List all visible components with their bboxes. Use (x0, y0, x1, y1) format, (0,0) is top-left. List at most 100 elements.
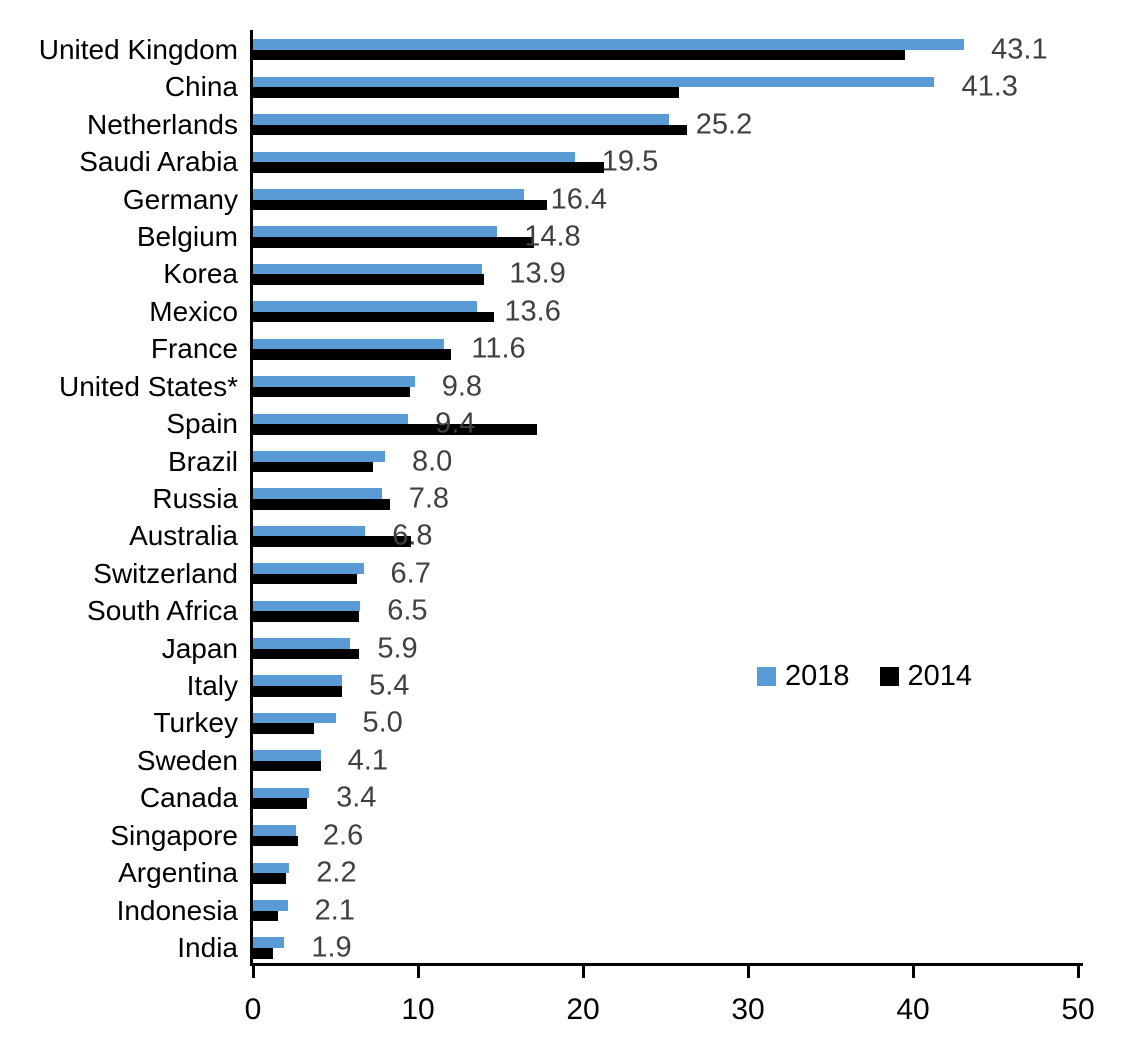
bar-2014 (253, 947, 273, 959)
bar-2018 (253, 825, 296, 836)
bar-2018 (253, 188, 524, 200)
value-label: 5.4 (369, 669, 410, 702)
bar-2018 (253, 712, 336, 724)
category-label: Netherlands (87, 108, 238, 140)
value-label: 13.9 (509, 257, 566, 290)
bar-2014 (253, 536, 412, 547)
bar-2014 (253, 686, 343, 697)
value-label: 13.6 (504, 295, 561, 328)
category-label: Mexico (149, 295, 238, 327)
bar-2014 (253, 835, 298, 847)
category-label: Japan (161, 632, 238, 664)
value-label: 6.7 (390, 557, 431, 590)
bar-2014 (253, 124, 687, 136)
category-label: Indonesia (116, 894, 238, 926)
category-label: Canada (139, 782, 238, 814)
category-label: Argentina (118, 857, 238, 889)
bar-2018 (253, 750, 321, 761)
bar-2014 (253, 461, 374, 473)
category-label: Brazil (167, 445, 238, 477)
value-label: 4.1 (347, 744, 388, 777)
bar-2018 (253, 226, 498, 237)
legend-label-2018: 2018 (785, 660, 850, 692)
bar-2014 (253, 424, 537, 435)
value-label: 41.3 (961, 70, 1018, 103)
bar-2018 (253, 488, 382, 499)
bar-2018 (253, 600, 361, 612)
value-label: 19.5 (601, 145, 659, 178)
bar-2014 (253, 573, 357, 585)
x-axis-tick-label: 40 (896, 993, 930, 1026)
category-label: India (177, 931, 238, 963)
bar-2014 (253, 798, 308, 809)
category-label: Italy (186, 670, 238, 702)
bar-2014 (253, 611, 359, 622)
bar-2018 (253, 937, 285, 948)
bar-2018 (253, 787, 310, 799)
legend-swatch-2018 (757, 667, 776, 686)
category-label: Switzerland (93, 557, 238, 589)
category-label: Belgium (136, 221, 238, 252)
bar-2018 (253, 39, 965, 50)
value-label: 43.1 (991, 33, 1048, 66)
value-label: 25.2 (695, 108, 753, 141)
bar-2014 (253, 162, 605, 173)
bar-2014 (253, 87, 679, 98)
value-label: 14.8 (524, 220, 581, 253)
value-label: 9.8 (441, 370, 483, 403)
category-label: Sweden (136, 744, 238, 776)
category-label: United Kingdom (38, 33, 238, 65)
x-axis-tick-label: 10 (401, 993, 435, 1026)
category-label: South Africa (87, 595, 238, 627)
legend: 2018 2014 (757, 660, 972, 693)
x-axis-tick (251, 966, 255, 978)
category-label: Russia (152, 482, 238, 514)
x-axis-tick-label: 20 (566, 993, 600, 1026)
bar-2018 (253, 151, 575, 163)
legend-swatch-2014 (879, 667, 899, 686)
value-label: 9.4 (435, 407, 476, 440)
bar-2018 (253, 76, 935, 88)
x-axis-tick (746, 966, 750, 978)
bar-2014 (253, 498, 390, 510)
bar-2018 (253, 263, 483, 275)
bar-2014 (253, 349, 451, 360)
bar-2014 (253, 648, 359, 660)
bar-2014 (253, 873, 286, 884)
bar-2018 (253, 638, 351, 649)
bar-2018 (253, 338, 445, 350)
category-label: Turkey (153, 707, 238, 739)
value-label: 1.9 (311, 931, 352, 964)
bar-2018 (253, 450, 385, 462)
bar-2014 (253, 910, 278, 922)
x-axis-tick (1076, 966, 1080, 978)
value-label: 5.0 (362, 706, 403, 739)
value-label: 5.9 (377, 632, 418, 665)
category-label: France (150, 333, 238, 365)
bar-2018 (253, 114, 669, 125)
bar-2018 (253, 376, 415, 387)
bar-2014 (253, 386, 410, 398)
legend-label-2014: 2014 (907, 660, 973, 692)
bar-2018 (253, 413, 409, 425)
category-label: China (164, 71, 238, 103)
value-label: 16.4 (550, 183, 608, 216)
bar-2014 (253, 49, 905, 61)
value-label: 6.8 (392, 519, 433, 552)
bar-2014 (253, 723, 315, 735)
x-axis-line (250, 963, 1083, 966)
value-label: 7.8 (408, 482, 450, 515)
x-axis-tick (581, 966, 585, 978)
category-label: Australia (129, 520, 238, 552)
value-label: 8.0 (412, 445, 453, 478)
bar-2014 (253, 237, 534, 248)
value-label: 2.6 (322, 819, 364, 852)
bar-2018 (253, 899, 288, 911)
value-label: 6.5 (387, 594, 428, 627)
category-label: Spain (166, 408, 238, 440)
value-label: 2.2 (316, 856, 357, 889)
x-axis-tick-label: 50 (1061, 993, 1095, 1026)
bar-2018 (253, 301, 478, 312)
y-axis-line (250, 30, 253, 966)
